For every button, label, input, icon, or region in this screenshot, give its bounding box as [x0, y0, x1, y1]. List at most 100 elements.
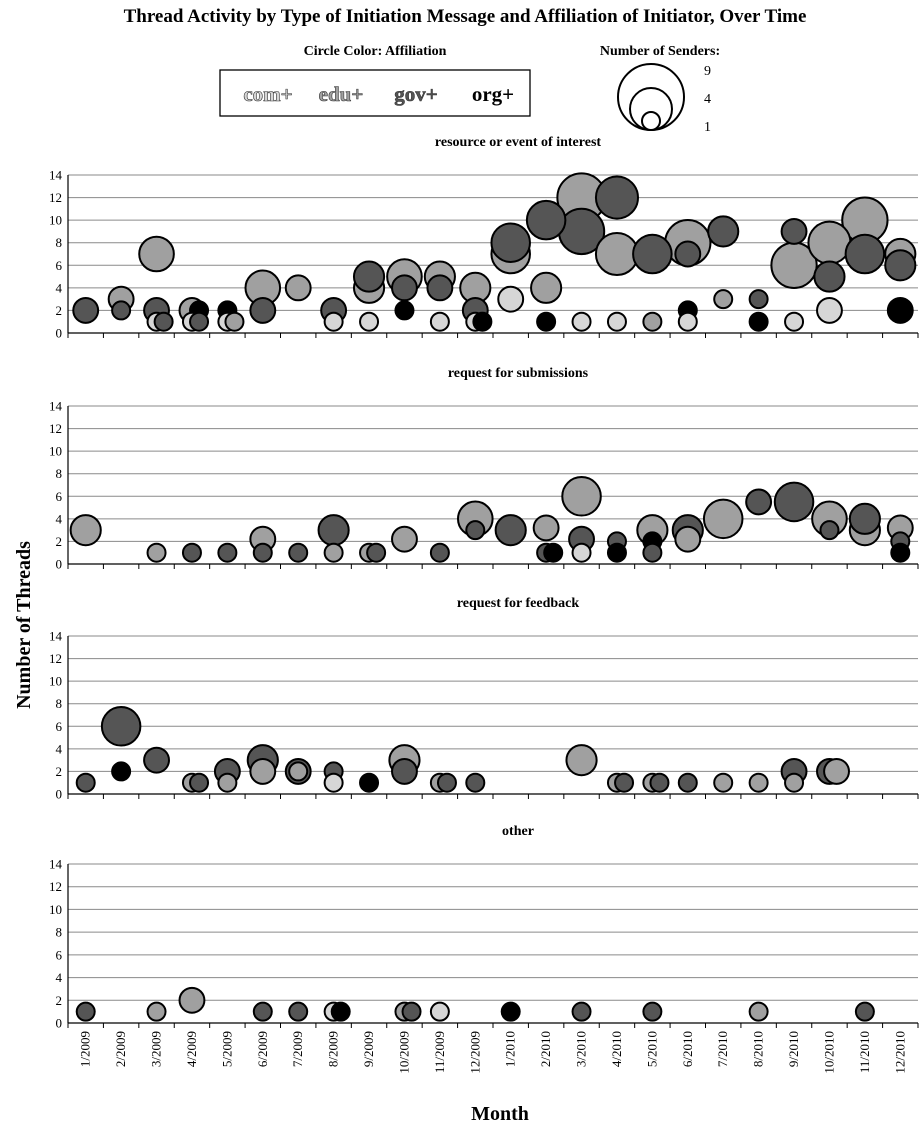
bubble-gov — [884, 249, 917, 282]
bubble-gov — [707, 215, 740, 248]
bubble-org — [606, 542, 627, 563]
panel-4: other 0 2 4 6 8 10 12 14 — [49, 824, 919, 1031]
bubble-gov — [465, 772, 486, 793]
bubble-edu — [138, 235, 175, 273]
bubble-gov — [288, 542, 309, 563]
bubble-gov — [181, 542, 202, 563]
bubble-gov — [614, 772, 635, 793]
bubble-org — [748, 311, 769, 332]
y-tick-label: 10 — [49, 674, 62, 689]
bubble-edu — [146, 542, 167, 563]
x-axis-title: Month — [471, 1103, 529, 1125]
panel-2: request for submissions 0 2 4 6 8 10 12 14 — [49, 366, 919, 572]
bubble-com — [429, 1001, 450, 1022]
bubble-gov — [649, 772, 670, 793]
bubble-edu — [69, 514, 102, 547]
x-tick-label: 7/2009 — [290, 1031, 305, 1067]
y-tick-label: 2 — [56, 303, 63, 318]
bubble-com — [571, 311, 592, 332]
bubble-gov — [745, 488, 773, 516]
bubble-gov — [111, 300, 132, 321]
panel-title: other — [502, 824, 534, 839]
x-tick-label: 9/2009 — [361, 1031, 376, 1067]
y-tick-label: 14 — [49, 629, 63, 644]
x-tick-label: 3/2009 — [149, 1031, 164, 1067]
x-tick-label: 4/2009 — [184, 1031, 199, 1067]
y-tick-label: 12 — [49, 190, 62, 205]
legend-item-org: org+ — [472, 82, 514, 106]
bubble-edu — [713, 772, 734, 793]
y-tick-label: 4 — [56, 511, 63, 526]
bubble-edu — [702, 498, 744, 540]
bubble-gov — [189, 311, 210, 332]
bubble-com — [323, 311, 344, 332]
bubble-gov — [249, 296, 277, 324]
bubble-gov — [594, 175, 639, 220]
bubble-com — [816, 296, 843, 324]
panel-3: request for feedback 0 2 4 6 8 10 12 14 — [49, 596, 919, 802]
x-tick-label: 7/2010 — [715, 1031, 730, 1067]
y-tick-label: 6 — [56, 489, 63, 504]
bubble-edu — [284, 274, 312, 302]
bubble-edu — [594, 231, 639, 277]
bubble-edu — [807, 220, 852, 265]
x-tick-label: 3/2010 — [574, 1031, 589, 1067]
bubble-com — [429, 311, 450, 332]
y-tick-label: 10 — [49, 444, 62, 459]
bubble-org — [394, 300, 415, 321]
bubble-edu — [748, 1001, 769, 1022]
bubble-edu — [642, 311, 663, 332]
bubble-gov — [844, 233, 886, 275]
bubble-gov — [252, 542, 273, 563]
y-tick-label: 4 — [56, 280, 63, 295]
bubble-edu — [823, 757, 850, 785]
bubble-edu — [217, 772, 238, 793]
bubble-edu — [784, 772, 805, 793]
bubble-gov — [352, 260, 386, 293]
bubble-edu — [530, 271, 563, 304]
bubble-gov — [391, 274, 418, 302]
panel-1: resource or event of interest 0 2 4 6 8 10 12 14 — [49, 135, 919, 341]
bubble-com — [497, 285, 525, 313]
bubble-edu — [146, 1001, 167, 1022]
bubble-gov — [780, 217, 808, 245]
size-legend: 9 4 1 — [617, 63, 711, 135]
bubble-org — [890, 542, 911, 563]
x-tick-label: 10/2010 — [821, 1031, 836, 1074]
size-legend-title: Number of Senders: — [600, 44, 720, 59]
bubble-gov — [143, 746, 170, 774]
bubble-org — [500, 1001, 521, 1022]
x-tick-label: 12/2009 — [467, 1031, 482, 1074]
bubble-com — [359, 311, 380, 332]
y-tick-label: 2 — [56, 764, 63, 779]
bubble-gov — [642, 542, 663, 563]
x-axis-tick-labels: 1/2009 2/2009 3/2009 4/2009 5/2009 6/2009 7/20… — [78, 1031, 908, 1074]
color-legend-box — [219, 69, 531, 117]
x-tick-label: 1/2010 — [503, 1031, 518, 1067]
legend-item-edu: edu+ — [319, 82, 364, 106]
bubble-gov — [429, 542, 450, 563]
x-tick-label: 8/2010 — [751, 1031, 766, 1067]
x-tick-label: 9/2010 — [786, 1031, 801, 1067]
size-legend-label: 1 — [704, 120, 711, 135]
bubble-gov — [153, 311, 174, 332]
bubble-gov — [366, 542, 387, 563]
color-legend-title: Circle Color: Affiliation — [304, 44, 447, 59]
y-tick-label: 8 — [56, 925, 63, 940]
y-tick-label: 10 — [49, 902, 62, 917]
y-axis-title: Number of Threads — [13, 541, 35, 709]
bubble-edu — [748, 772, 769, 793]
x-tick-label: 6/2010 — [680, 1031, 695, 1067]
bubble-org — [359, 772, 380, 793]
bubble-com — [606, 311, 627, 332]
size-legend-circle-1 — [641, 111, 661, 131]
panels: resource or event of interest 0 2 4 6 8 10 12 14… — [49, 135, 919, 1031]
x-tick-label: 8/2009 — [326, 1031, 341, 1067]
y-tick-label: 4 — [56, 970, 63, 985]
x-tick-label: 11/2010 — [857, 1031, 872, 1073]
y-tick-label: 0 — [56, 1016, 63, 1031]
x-tick-label: 1/2009 — [78, 1031, 93, 1067]
legend-item-com: com+ — [243, 82, 292, 106]
bubble-gov — [100, 706, 142, 747]
bubble-gov — [632, 233, 673, 275]
